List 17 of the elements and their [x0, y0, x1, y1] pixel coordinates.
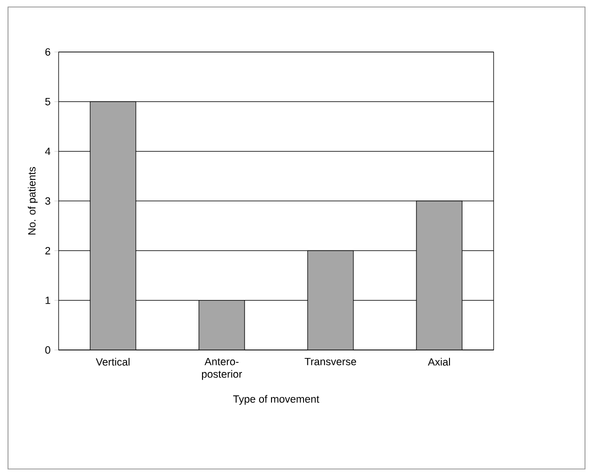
y-tick-label: 1	[46, 296, 50, 304]
bar	[198, 300, 245, 350]
y-tick-label: 5	[45, 98, 50, 106]
x-tick-label: Transverse	[304, 358, 356, 366]
x-tick-label: Vertical	[96, 358, 130, 366]
y-tick-label: 3	[45, 197, 50, 205]
x-tick-label: Antero-posterior	[202, 358, 242, 380]
x-axis-title: Type of movement	[233, 395, 320, 405]
y-tick-label: 2	[45, 246, 50, 254]
y-tick-label: 6	[45, 48, 50, 56]
y-axis-title: No. of patients	[28, 167, 38, 234]
x-tick-label: Axial	[428, 358, 450, 366]
bar	[416, 200, 462, 350]
y-tick-label: 0	[45, 346, 50, 354]
bar	[90, 101, 136, 350]
bar	[307, 250, 354, 350]
y-tick-label: 4	[45, 148, 50, 155]
